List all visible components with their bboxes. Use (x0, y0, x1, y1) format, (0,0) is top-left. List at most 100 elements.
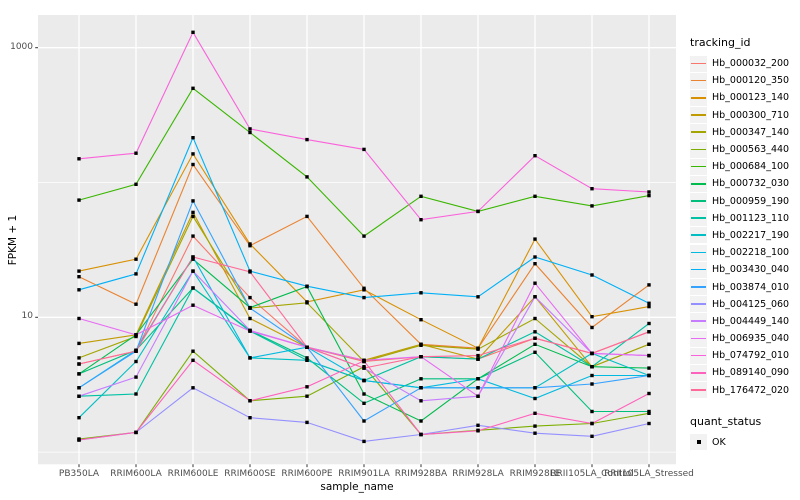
legend-item-Hb_002217_190: Hb_002217_190 (690, 227, 800, 244)
data-point (248, 295, 252, 300)
data-point (419, 432, 423, 437)
legend-key-line-icon (690, 193, 707, 210)
data-point (191, 210, 195, 215)
legend-item-label: Hb_006935_040 (712, 333, 790, 345)
data-point (305, 394, 309, 398)
x-tick-label: RRII105LA_Control (550, 469, 634, 479)
data-point (191, 349, 195, 353)
x-tick-label: RRII105LA_Stressed (604, 469, 694, 479)
legend-item-Hb_000563_440: Hb_000563_440 (690, 141, 800, 158)
data-point (419, 386, 423, 390)
data-point (476, 429, 480, 433)
legend-key-line-icon (690, 72, 707, 89)
data-point (590, 382, 594, 386)
data-point (647, 409, 651, 414)
data-point (476, 357, 480, 361)
legend-key-line-icon (690, 279, 707, 296)
data-point (77, 157, 81, 161)
data-point (305, 301, 309, 305)
data-point (248, 329, 252, 333)
legend-item-Hb_000684_100: Hb_000684_100 (690, 158, 800, 175)
data-point (191, 152, 195, 156)
data-point (476, 386, 480, 390)
data-point (134, 430, 138, 435)
legend-item-label: Hb_089140_090 (712, 367, 790, 379)
data-point (305, 175, 309, 179)
data-point (134, 392, 138, 396)
legend-key-line-icon (690, 124, 707, 141)
data-point (77, 288, 81, 292)
legend-key-line-icon (690, 330, 707, 347)
legend-item-label: Hb_000123_140 (712, 92, 790, 104)
legend-item-Hb_000959_190: Hb_000959_190 (690, 193, 800, 210)
data-point (533, 330, 537, 334)
data-point (533, 350, 537, 354)
legend-item-Hb_003430_040: Hb_003430_040 (690, 261, 800, 278)
data-point (533, 316, 537, 321)
data-point (248, 356, 252, 360)
data-point (533, 154, 537, 158)
legend-item-label: Hb_000563_440 (712, 144, 790, 156)
data-point (248, 306, 252, 310)
data-point (647, 301, 651, 305)
data-point (590, 421, 594, 426)
legend-item-Hb_004449_140: Hb_004449_140 (690, 313, 800, 330)
data-point (191, 136, 195, 140)
data-point (191, 162, 195, 167)
data-point (191, 257, 195, 261)
data-point (305, 284, 309, 288)
data-point (134, 302, 138, 306)
data-point (77, 269, 81, 273)
data-point (191, 303, 195, 307)
quant-status-items: OK (690, 434, 800, 451)
data-point (647, 342, 651, 346)
x-tick-label: RRIM600PE (281, 469, 333, 479)
data-point (476, 295, 480, 299)
data-point (476, 423, 480, 427)
legend-item-Hb_089140_090: Hb_089140_090 (690, 364, 800, 381)
data-point (476, 353, 480, 358)
data-point (533, 262, 537, 266)
data-point (191, 30, 195, 34)
x-tick-label: RRIM928BA (394, 469, 448, 479)
data-point (590, 409, 594, 414)
data-point (305, 385, 309, 389)
legend-item-label: Hb_002218_100 (712, 247, 790, 259)
data-point (533, 194, 537, 198)
legend-key-line-icon (690, 296, 707, 313)
legend-key-line-icon (690, 158, 707, 175)
data-point (248, 399, 252, 403)
data-point (533, 255, 537, 259)
data-point (362, 288, 366, 292)
y-axis-title: FPKM + 1 (7, 214, 19, 266)
data-point (647, 421, 651, 426)
legend-item-label: Hb_002217_190 (712, 229, 790, 241)
data-point (419, 194, 423, 198)
data-point (77, 316, 81, 321)
legend-item-Hb_176472_020: Hb_176472_020 (690, 382, 800, 399)
data-point (590, 365, 594, 369)
data-point (419, 419, 423, 423)
legend-item-label: Hb_004449_140 (712, 315, 790, 327)
data-point (362, 378, 366, 383)
data-point (77, 356, 81, 360)
data-point (248, 416, 252, 420)
data-point (647, 283, 651, 287)
data-point (77, 341, 81, 346)
legend-key-line-icon (690, 227, 707, 244)
data-point (533, 237, 537, 241)
data-point (248, 270, 252, 274)
legend-key-point-icon (690, 434, 707, 451)
data-point (647, 193, 651, 198)
x-tick-label: RRIM600LE (167, 469, 219, 479)
data-point (134, 151, 138, 155)
data-point (590, 373, 594, 378)
legend-key-line-icon (690, 89, 707, 106)
data-point (647, 304, 651, 309)
data-point (476, 377, 480, 381)
data-point (305, 420, 309, 425)
legend-key-line-icon (690, 107, 707, 124)
legend-item-label: Hb_000684_100 (712, 161, 790, 173)
legend-key-line-icon (690, 347, 707, 364)
data-point (533, 342, 537, 346)
